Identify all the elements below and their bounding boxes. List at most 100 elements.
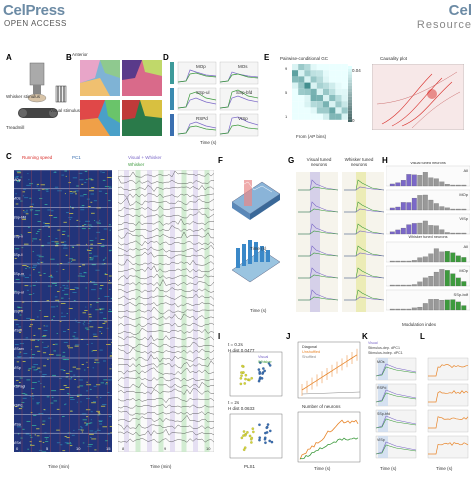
raster-activity [26,317,31,319]
raster-activity [35,232,38,234]
gc-cell [292,88,299,95]
gc-cell [310,88,317,95]
raster-activity [60,241,65,243]
h-bar [439,299,445,311]
raster-activity [91,187,95,188]
h-bar [400,308,406,311]
e-xlabel: From (AP bins) [296,134,327,139]
raster-activity [45,189,49,191]
treadmill-wheel-left [19,109,27,117]
gc-cell [316,113,323,120]
i-point-visual [239,377,243,380]
raster-activity [110,352,112,354]
h-bar [428,225,434,235]
raster-activity [106,433,110,435]
gc-cell [323,107,330,114]
neuron-trace [118,231,214,239]
raster-activity [85,306,87,308]
gc-cell [329,107,336,114]
i-point-visual [242,448,246,452]
raster-activity [75,321,77,323]
raster-activity [102,260,105,262]
raster-activity [100,308,105,310]
raster-activity [53,217,58,218]
gc-cell [304,101,311,108]
raster-activity [95,237,97,239]
neuron-trace [118,335,214,342]
h-bar [461,184,467,187]
raster-activity [76,219,79,221]
raster-activity [104,321,108,323]
legend-running-speed: Running speed [22,155,53,160]
raster-activity [37,340,40,341]
neuron-trace [118,347,214,354]
g-whisker-trace-v [344,208,384,213]
h-bar [428,253,434,263]
raster-activity [24,277,30,278]
h-bar [406,174,412,187]
gc-cell [341,76,348,83]
colorbar-segment [348,77,352,80]
raster-activity [57,264,59,266]
l-subpanel [427,357,469,381]
region-label: SSp-m [14,272,24,276]
raster-activity [96,396,98,398]
gc-cell [329,95,336,102]
f-xlabel-1: Time (s) [250,246,267,251]
raster-activity [20,200,23,202]
gc-cell [335,88,342,95]
raster-activity [68,217,73,219]
i-point-whisker [266,423,270,426]
raster-activity [71,434,75,436]
raster-activity [77,275,82,277]
raster-activity [93,335,98,337]
h-xlabel: Modulation index [402,322,437,327]
raster-activity [74,318,76,320]
i-point-visual [250,441,253,444]
panel-label-c: C [6,152,12,161]
gc-cell [304,76,311,83]
i-point-whisker [267,362,271,365]
raster-activity [80,209,85,211]
raster-activity [92,350,97,351]
k-xlabel: Time (s) [380,466,397,471]
raster-activity [21,393,26,394]
raster-activity [61,234,65,235]
raster-activity [34,434,36,436]
raster-activity [99,331,102,332]
raster-activity [84,170,88,172]
raster-activity [73,337,79,339]
colorbar-segment [348,74,352,78]
raster-xtick: 0 [16,446,19,451]
gc-cell [298,88,305,95]
gc-cell [310,113,317,120]
raster-activity [65,254,68,256]
raster-activity [31,393,34,395]
raster-activity [106,382,108,383]
h-bar [417,306,423,311]
raster-activity [53,172,57,173]
raster-activity [63,385,67,386]
raster-activity [81,225,85,227]
raster-activity [67,393,70,394]
raster-activity [29,395,35,397]
legend-visual-whisker: Visual + Whisker [128,155,162,160]
raster-activity [24,285,29,287]
raster-activity [32,382,37,383]
raster-background [14,170,112,452]
raster-activity [64,404,66,406]
raster-activity [73,300,76,301]
raster-activity [41,245,44,247]
raster-activity [90,419,92,421]
raster-activity [23,211,28,213]
h-bar [389,231,395,235]
raster-activity [88,316,92,318]
raster-activity [36,254,42,256]
raster-activity [42,222,46,224]
raster-activity [29,274,32,276]
raster-activity [88,320,92,322]
h-bar [395,182,401,187]
c-region-labels [0,176,14,456]
raster-activity [28,267,31,269]
g-whisker-trace-v [344,274,384,279]
